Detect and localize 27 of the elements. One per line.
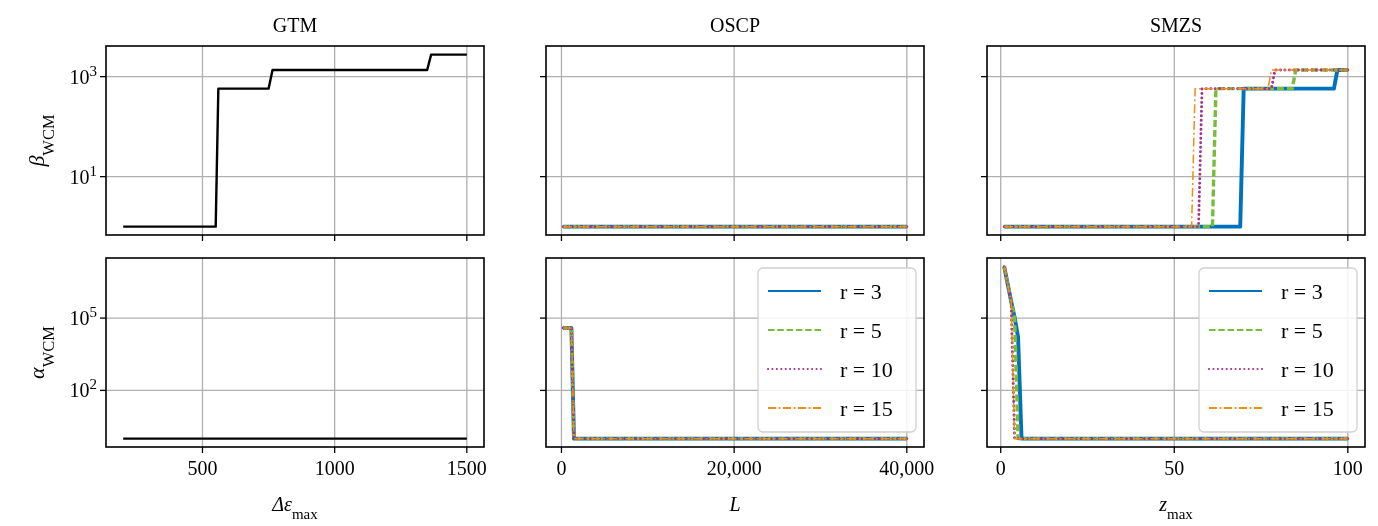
x-tick-label: 40,000 [879, 457, 935, 479]
x-tick-label: 500 [187, 457, 218, 479]
x-tick-label: 20,000 [706, 457, 762, 479]
x-tick-label: 0 [995, 457, 1006, 479]
chart-title: OSCP [709, 14, 761, 36]
x-tick-label: 100 [1332, 457, 1363, 479]
x-tick-label: 0 [556, 457, 567, 479]
legend-label: r = 10 [1281, 357, 1334, 382]
legend-label: r = 3 [1281, 279, 1323, 304]
y-tick-label: 10$^{3}$ [69, 62, 97, 88]
x-axis-title: L [728, 493, 741, 515]
y-tick-label: 10$^{5}$ [69, 304, 97, 330]
x-tick-label: 1500 [446, 457, 487, 479]
x-tick-label: 50 [1164, 457, 1185, 479]
x-tick-label: 1000 [314, 457, 355, 479]
legend-label: r = 5 [1281, 318, 1323, 343]
x-axis-title: Δε$_{max}$ [271, 493, 319, 522]
legend-label: r = 15 [1281, 396, 1334, 421]
legend-label: r = 15 [840, 396, 893, 421]
legend-label: r = 3 [840, 279, 882, 304]
chart-title: SMZS [1149, 14, 1203, 36]
legend-label: r = 10 [840, 357, 893, 382]
y-tick-label: 10$^{1}$ [69, 162, 97, 188]
chart-title: GTM [272, 14, 318, 36]
legend-label: r = 5 [840, 318, 882, 343]
x-axis-title: z$_{max}$ [1158, 493, 1194, 522]
y-tick-label: 10$^{2}$ [69, 376, 97, 402]
